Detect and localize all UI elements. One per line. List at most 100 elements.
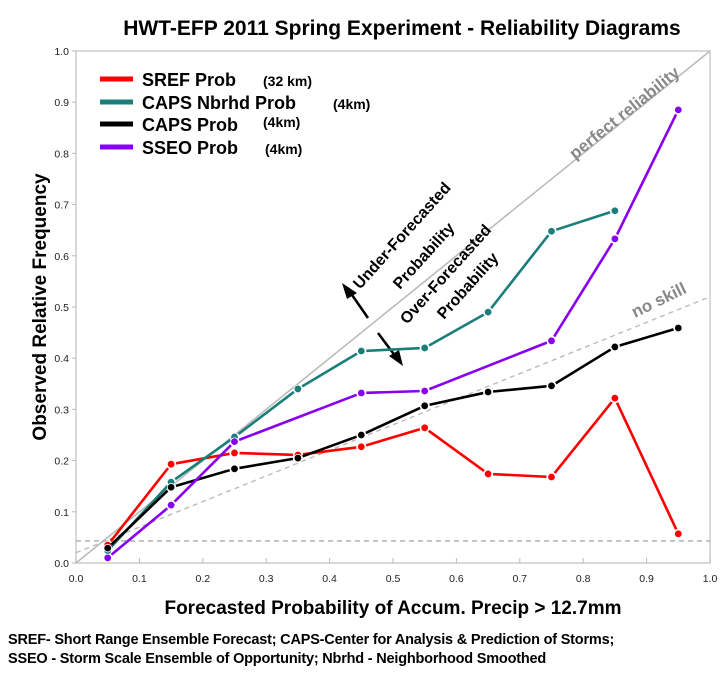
under-forecasted-annotation: Under-Forecasted Probability	[342, 180, 458, 319]
data-point	[547, 227, 556, 236]
y-tick-label: 0.0	[54, 558, 69, 570]
perfect-reliability-label: perfect reliability	[566, 63, 684, 164]
series-segment	[238, 393, 358, 442]
data-point	[547, 381, 556, 391]
chart-title: HWT-EFP 2011 Spring Experiment - Reliabi…	[123, 17, 680, 40]
reference-lines	[75, 50, 711, 564]
data-point	[166, 483, 176, 492]
y-tick-label: 0.7	[54, 200, 69, 212]
series-segment	[239, 451, 293, 457]
series-segment	[237, 390, 295, 436]
caption-line-1: SREF- Short Range Ensemble Forecast; CAP…	[8, 632, 615, 648]
data-point	[293, 453, 303, 463]
y-tick-label: 1.0	[54, 46, 69, 58]
legend-label-sref: SREF Prob	[142, 70, 236, 90]
figure-caption: SREF- Short Range Ensemble Forecast; CAP…	[8, 631, 723, 669]
series-segment	[301, 352, 358, 388]
data-point	[610, 206, 620, 215]
data-point	[547, 472, 556, 482]
data-point	[357, 442, 366, 451]
series-segment	[109, 467, 170, 542]
x-tick-label: 0.0	[69, 573, 84, 585]
series-segment	[490, 234, 550, 309]
data-point	[166, 459, 176, 469]
legend-item-caps: CAPS Prob (4km)	[100, 114, 300, 135]
caption-line-2: SSEO - Storm Scale Ensemble of Opportuni…	[8, 651, 547, 667]
legend-label-caps-nbrhd: CAPS Nbrhd Prob	[142, 93, 296, 113]
legend-label-sseo: SSEO Prob	[142, 138, 238, 158]
series-segment	[492, 385, 547, 393]
x-tick-label: 0.9	[639, 573, 654, 585]
data-point	[293, 384, 303, 394]
series-segment	[173, 444, 232, 503]
data-point	[420, 386, 429, 396]
series-segment	[239, 457, 294, 470]
series-segment	[615, 402, 678, 530]
series-segment	[615, 113, 678, 235]
data-point	[674, 529, 683, 539]
x-tick-label: 0.6	[449, 573, 464, 585]
no-skill-line	[75, 296, 711, 554]
y-tick-label: 0.2	[54, 456, 69, 468]
series-segment	[493, 472, 547, 479]
y-tick-label: 0.6	[54, 251, 69, 263]
series-caps-prob	[103, 323, 683, 553]
series-segment	[555, 348, 612, 385]
series-segment	[427, 429, 485, 473]
series-segment	[619, 328, 674, 347]
data-point	[610, 393, 620, 403]
legend: SREF Prob (32 km) CAPS Nbrhd Prob (4km) …	[100, 70, 370, 158]
series-segment	[555, 211, 611, 231]
x-tick-label: 0.8	[576, 573, 591, 585]
data-point	[483, 469, 493, 479]
data-series	[103, 105, 683, 563]
data-point	[103, 553, 112, 563]
data-point	[420, 423, 429, 433]
x-tick-label: 1.0	[703, 573, 718, 585]
series-segment	[553, 401, 613, 474]
data-point	[230, 437, 239, 446]
x-tick-label: 0.7	[512, 573, 527, 585]
series-segment	[302, 435, 358, 458]
data-point	[103, 543, 112, 553]
legend-item-sref: SREF Prob (32 km)	[100, 70, 312, 90]
up-arrow-shaft	[348, 291, 370, 319]
data-point	[420, 401, 429, 411]
legend-detail-sref: (32 km)	[263, 73, 312, 89]
data-point	[357, 388, 366, 398]
data-point	[166, 500, 176, 510]
x-tick-label: 0.4	[322, 573, 337, 585]
data-point	[674, 105, 683, 115]
series-segment	[429, 391, 484, 407]
legend-item-sseo: SSEO Prob (4km)	[100, 138, 302, 158]
data-point	[610, 234, 620, 244]
data-point	[357, 430, 366, 440]
series-segment	[110, 489, 169, 546]
data-point	[483, 387, 493, 397]
legend-detail-sseo: (4km)	[265, 141, 302, 157]
series-segment	[365, 406, 421, 435]
data-point	[230, 464, 239, 473]
x-tick-label: 0.5	[386, 573, 401, 585]
down-arrow-shaft	[377, 332, 397, 358]
x-tick-label: 0.1	[132, 573, 147, 585]
series-segment	[174, 438, 232, 481]
y-tick-label: 0.1	[54, 507, 69, 519]
y-tick-label: 0.8	[54, 148, 69, 160]
data-point	[674, 323, 683, 333]
series-segment	[175, 468, 231, 488]
series-caps-nbrhd-prob	[103, 206, 620, 555]
data-point	[547, 336, 556, 345]
y-tick-label: 0.4	[54, 353, 69, 365]
series-sref-prob	[103, 393, 683, 550]
x-axis-label: Forecasted Probability of Accum. Precip …	[164, 598, 621, 619]
x-tick-label: 0.3	[259, 573, 274, 585]
y-tick-label: 0.9	[54, 97, 69, 109]
reliability-chart: HWT-EFP 2011 Spring Experiment - Reliabi…	[30, 17, 718, 619]
data-point	[357, 346, 366, 356]
legend-item-caps-nbrhd: CAPS Nbrhd Prob (4km)	[100, 93, 370, 113]
series-segment	[365, 428, 421, 447]
data-point	[230, 448, 239, 458]
series-segment	[428, 341, 548, 391]
series-sseo-prob	[103, 105, 683, 563]
